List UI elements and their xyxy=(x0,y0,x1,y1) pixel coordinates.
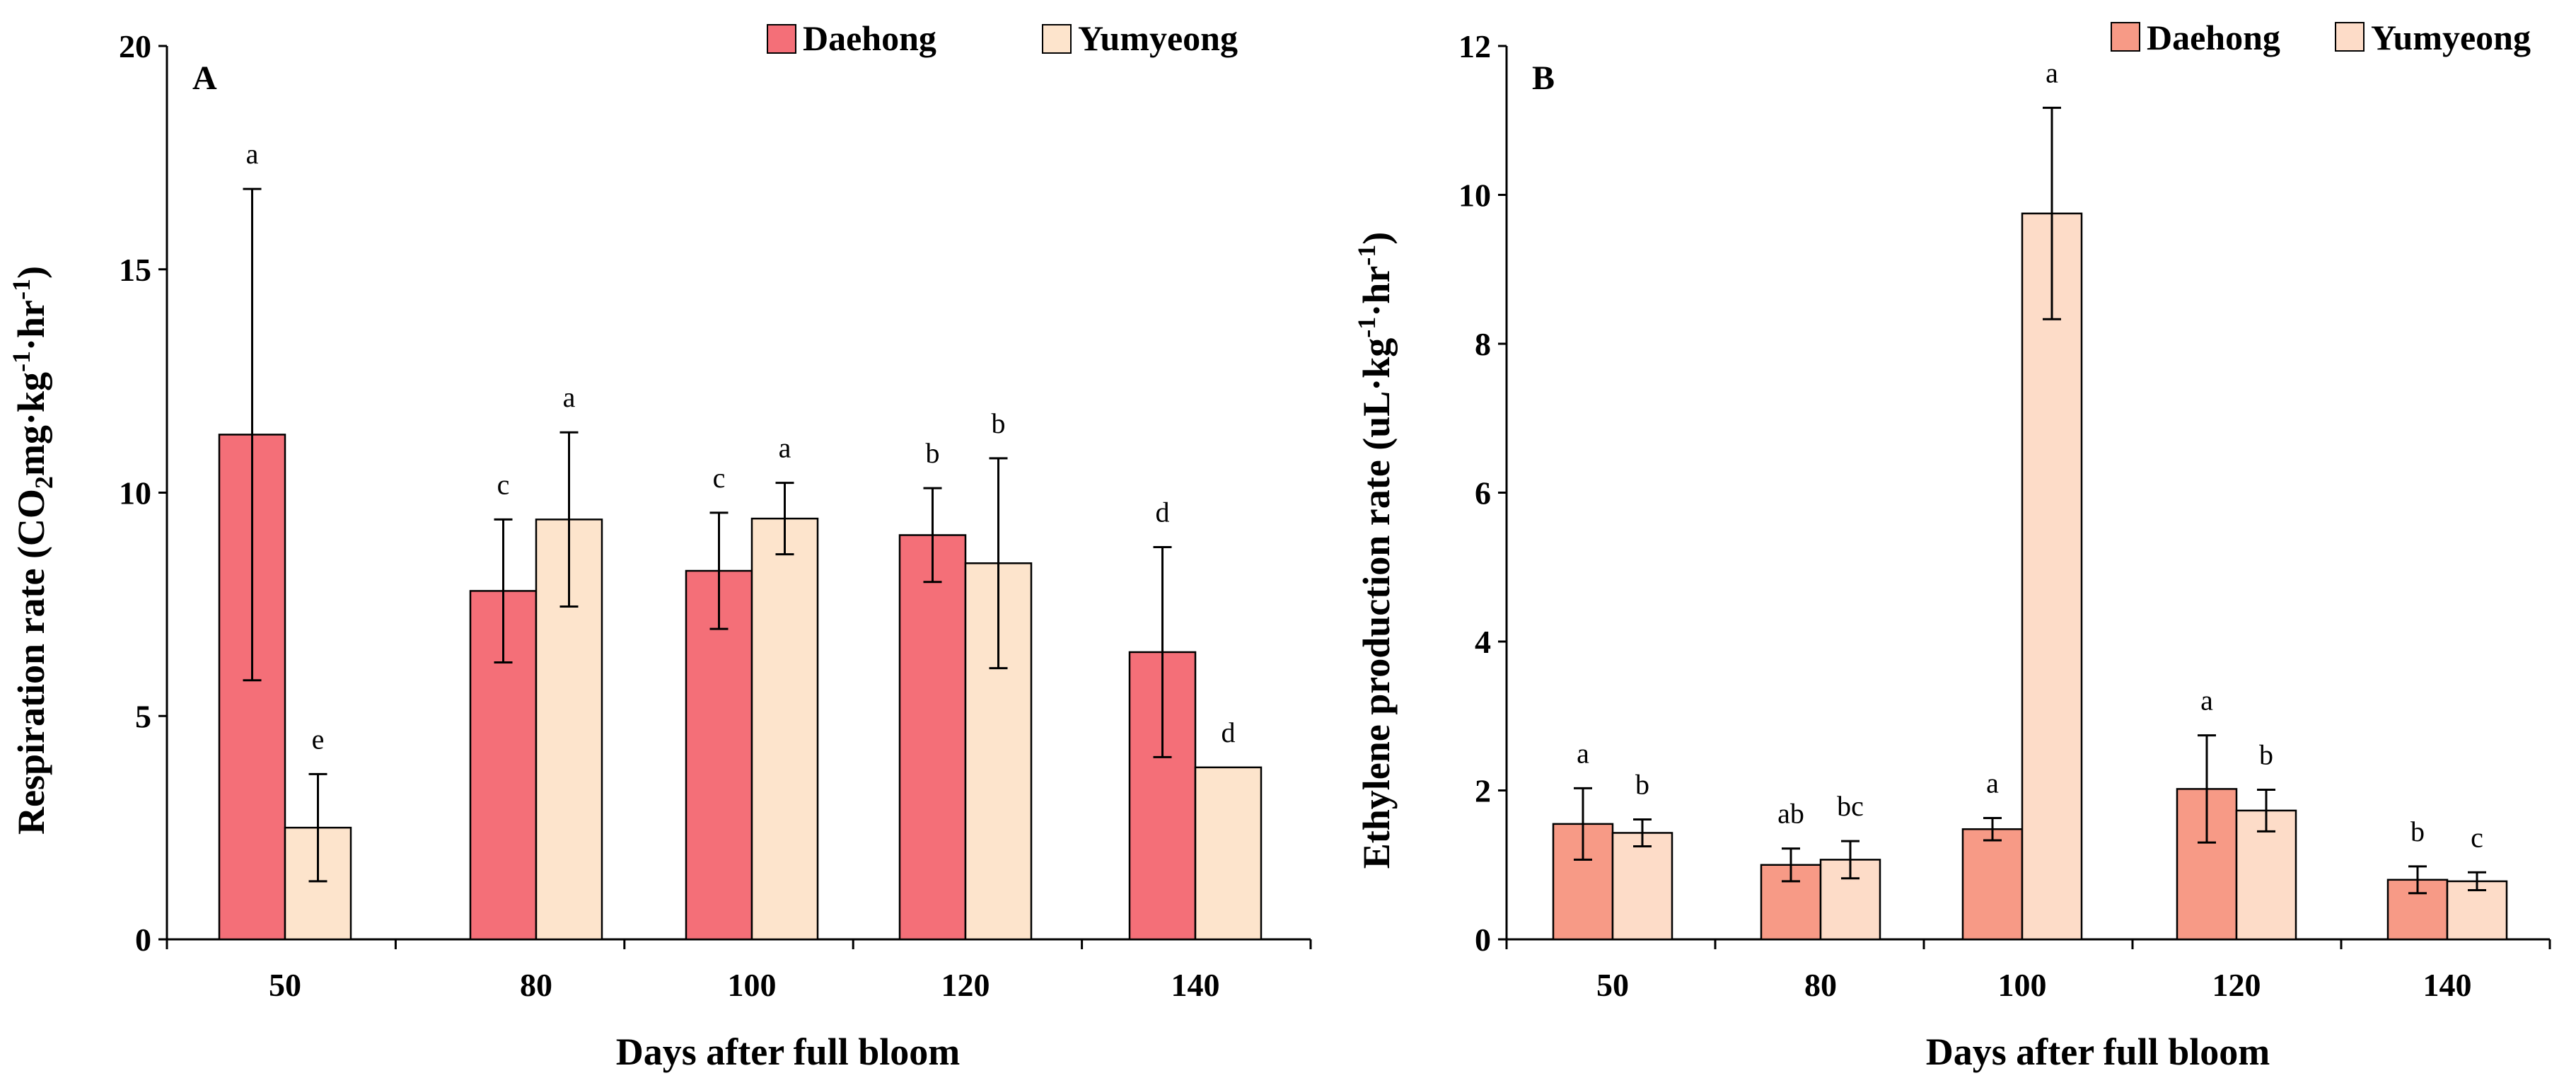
legend-label-yumyeong: Yumyeong xyxy=(1078,18,1238,58)
legend-label-yumyeong: Yumyeong xyxy=(2371,18,2531,57)
significance-letter: a xyxy=(779,432,791,464)
x-tick-label: 100 xyxy=(728,967,777,1003)
y-tick-label: 10 xyxy=(1458,178,1491,214)
significance-letter: a xyxy=(2200,685,2213,717)
significance-letter: a xyxy=(1577,737,1589,769)
significance-letter: bc xyxy=(1837,790,1864,822)
significance-letter: d xyxy=(1222,717,1236,748)
significance-letter: ab xyxy=(1777,798,1804,830)
legend-swatch-yumyeong xyxy=(2335,22,2365,52)
significance-letter: b xyxy=(926,437,940,469)
significance-letter: c xyxy=(497,468,510,500)
legend-swatch-daehong xyxy=(767,24,796,54)
y-tick-label: 8 xyxy=(1475,326,1491,362)
x-tick-label: 120 xyxy=(2212,967,2261,1003)
x-tick-label: 80 xyxy=(520,967,552,1003)
bar-yumyeong-100 xyxy=(750,517,819,941)
x-tick-label: 100 xyxy=(1998,967,2047,1003)
y-tick-label: 4 xyxy=(1475,624,1491,660)
legend-swatch-yumyeong xyxy=(1042,24,1072,54)
y-tick-label: 10 xyxy=(119,475,151,511)
y-tick-label: 0 xyxy=(1475,922,1491,958)
y-tick-label: 15 xyxy=(119,252,151,288)
y-tick-label: 2 xyxy=(1475,773,1491,809)
y-axis-label: Respiration rate (CO2mg·kg-1·hr-1) xyxy=(7,266,58,835)
y-tick-label: 0 xyxy=(135,922,151,958)
significance-letter: a xyxy=(563,381,576,413)
significance-letter: a xyxy=(246,138,259,170)
significance-letter: b xyxy=(2259,738,2273,770)
x-tick-label: 50 xyxy=(269,967,301,1003)
y-tick-label: 12 xyxy=(1458,28,1491,64)
x-tick-label: 140 xyxy=(2423,967,2472,1003)
bar-yumyeong-50 xyxy=(1611,832,1673,941)
significance-letter: e xyxy=(312,723,325,755)
significance-letter: b xyxy=(2410,816,2425,847)
bar-daehong-100 xyxy=(1961,828,2024,941)
significance-letter: b xyxy=(992,407,1006,439)
y-tick-label: 5 xyxy=(135,698,151,734)
bar-daehong-120 xyxy=(898,534,967,941)
panel-label: A xyxy=(192,59,217,97)
y-tick-label: 6 xyxy=(1475,475,1491,511)
y-tick-label: 20 xyxy=(119,28,151,64)
ethylene-chart: B Ethylene production rate (uL·kg-1·hr-1… xyxy=(1352,18,2551,1073)
x-axis-label: Days after full bloom xyxy=(616,1031,960,1073)
legend: Daehong Yumyeong xyxy=(2111,18,2531,57)
legend-label-daehong: Daehong xyxy=(803,18,936,58)
x-tick-label: 140 xyxy=(1171,967,1220,1003)
bar-yumyeong-140 xyxy=(1194,766,1263,941)
legend-swatch-daehong xyxy=(2111,22,2140,52)
significance-letter: d xyxy=(1156,497,1170,528)
bar-yumyeong-100 xyxy=(2021,212,2083,941)
significance-letter: a xyxy=(2046,57,2058,88)
x-tick-label: 80 xyxy=(1804,967,1837,1003)
respiration-chart: A Respiration rate (CO2mg·kg-1·hr-1) Day… xyxy=(7,18,1312,1073)
significance-letter: b xyxy=(1635,769,1649,801)
significance-letter: a xyxy=(1986,767,1999,799)
x-tick-label: 50 xyxy=(1596,967,1629,1003)
significance-letter: c xyxy=(2471,821,2483,853)
legend-label-daehong: Daehong xyxy=(2147,18,2280,57)
panel-label: B xyxy=(1532,59,1555,97)
x-tick-label: 120 xyxy=(941,967,990,1003)
x-axis-label: Days after full bloom xyxy=(1926,1031,2270,1073)
legend: Daehong Yumyeong xyxy=(767,18,1238,58)
significance-letter: c xyxy=(713,462,726,494)
bar-daehong-100 xyxy=(685,569,753,941)
y-axis-label: Ethylene production rate (uL·kg-1·hr-1) xyxy=(1352,232,1398,869)
